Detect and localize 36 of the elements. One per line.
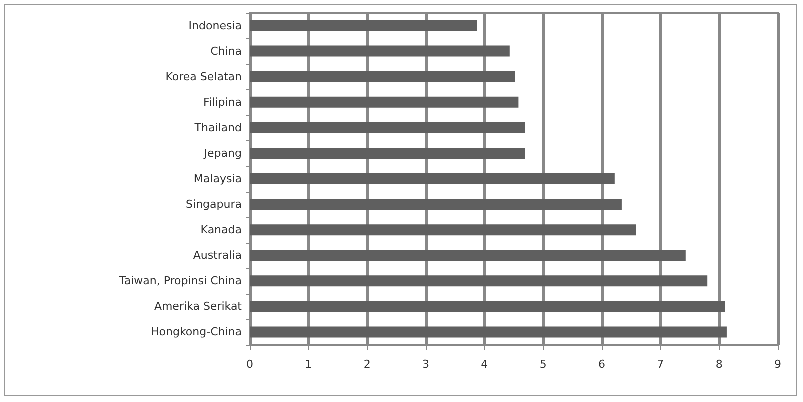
x-tick-label: 3 [422,358,430,371]
x-tick-label: 5 [540,358,547,371]
bar [250,250,686,262]
y-tick-label: Indonesia [188,19,242,32]
y-tick-label: Australia [193,249,242,262]
bar [250,199,622,210]
bar [250,122,526,134]
y-tick-label: Hongkong-China [150,326,242,339]
x-tick-label: 7 [657,358,664,371]
x-tick-label: 1 [305,358,312,371]
y-tick-label: Korea Selatan [166,70,242,84]
x-tick-label: 8 [716,358,723,371]
y-tick-label: Taiwan, Propinsi China [118,274,242,288]
x-tick-label: 2 [364,358,371,371]
y-tick-label: Thailand [194,121,242,134]
bar [250,276,708,287]
y-tick-label: Filipina [204,96,242,109]
bar [250,46,510,57]
bar [250,71,516,82]
bar [250,301,726,312]
y-tick-label: Amerika Serikat [154,300,243,314]
x-tick-label: 9 [774,358,782,371]
bar [250,174,615,184]
bar [250,326,727,338]
y-tick-label: Malaysia [194,172,242,186]
x-tick-label: 0 [246,358,254,371]
x-tick-label: 6 [598,358,606,371]
y-tick-label: China [210,44,242,58]
y-tick-label: Jepang [203,146,242,160]
bar [250,20,478,32]
bar [250,148,526,159]
x-tick-label: 4 [481,358,488,371]
bar [250,96,519,108]
y-tick-label: Kanada [200,224,242,237]
bar [250,224,636,236]
y-tick-label: Singapura [186,198,242,212]
